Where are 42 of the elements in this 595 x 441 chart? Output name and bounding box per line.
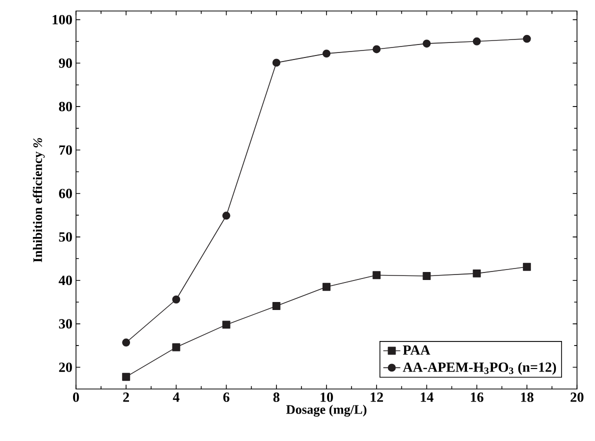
y-tick-label: 30	[59, 319, 72, 329]
x-tick-label: 10	[320, 392, 333, 402]
point	[472, 37, 481, 46]
y-tick-label: 100	[52, 14, 72, 24]
point	[322, 50, 330, 58]
point	[422, 40, 431, 48]
y-tick-label: 90	[58, 58, 72, 68]
x-tick-label: 12	[370, 392, 383, 402]
x-tick-label: 20	[570, 392, 584, 402]
point	[122, 372, 130, 381]
point	[222, 212, 230, 220]
y-tick-label: 60	[59, 188, 72, 198]
point	[322, 282, 330, 291]
point	[472, 269, 481, 278]
x-tick-label: 0	[73, 392, 79, 402]
point	[422, 272, 431, 280]
point	[172, 343, 180, 352]
x-tick-label: 16	[470, 392, 484, 402]
x-tick-label: 8	[273, 392, 280, 402]
legend-label: PAA	[402, 345, 430, 355]
y-tick-label: 40	[58, 276, 72, 286]
y-tick-label: 70	[59, 145, 72, 155]
x-tick-label: 2	[123, 392, 129, 402]
point	[372, 271, 381, 280]
x-tick-label: 18	[521, 392, 534, 402]
point	[522, 34, 531, 43]
y-tick-label: 20	[59, 362, 72, 372]
x-tick-label: 6	[223, 392, 230, 402]
x-axis-title: Dosage (mg/L)	[286, 404, 366, 417]
x-tick-label: 4	[172, 392, 180, 402]
point	[272, 302, 280, 310]
point	[122, 338, 130, 346]
y-tick-label: 50	[59, 232, 72, 242]
legend-label: AA-APEM-H$_{3}$PO$_{3}$ (n=12)	[402, 362, 556, 375]
y-axis-title: Inhibition efficiency %	[32, 138, 45, 262]
point	[222, 320, 230, 329]
x-tick-label: 14	[420, 392, 434, 402]
point	[372, 45, 381, 54]
point	[522, 262, 531, 271]
point	[172, 296, 180, 304]
y-tick-label: 80	[59, 102, 72, 112]
point	[272, 58, 280, 67]
